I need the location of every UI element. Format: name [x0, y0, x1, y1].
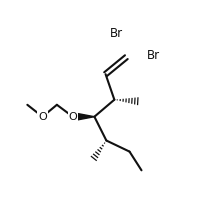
- Text: Br: Br: [147, 49, 160, 62]
- Text: O: O: [38, 112, 47, 122]
- Text: O: O: [68, 112, 77, 122]
- Polygon shape: [73, 113, 94, 121]
- Text: Br: Br: [110, 27, 123, 40]
